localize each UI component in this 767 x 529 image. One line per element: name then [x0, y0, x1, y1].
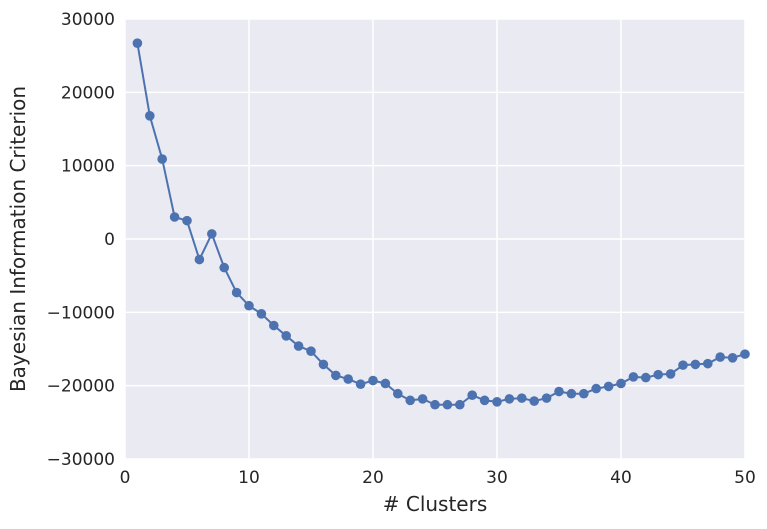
data-point — [554, 386, 564, 397]
data-point — [566, 388, 577, 399]
data-point — [157, 154, 167, 164]
x-tick-label: 50 — [734, 468, 756, 488]
data-point — [455, 399, 465, 410]
y-tick-label: −30000 — [47, 450, 115, 470]
data-point — [628, 372, 639, 382]
data-point — [715, 352, 725, 362]
data-point — [417, 394, 428, 404]
y-axis-label: Bayesian Information Criterion — [6, 86, 30, 392]
data-point — [132, 38, 143, 48]
x-tick-label: 20 — [362, 468, 384, 488]
data-point — [182, 215, 192, 226]
series-layer — [132, 38, 750, 410]
tick-labels: 0 10 20 30 40 50 −30000 −20000 −10000 0 10000 20000… — [47, 10, 756, 488]
data-point — [591, 383, 601, 394]
data-point — [306, 346, 316, 357]
data-point — [368, 375, 378, 386]
x-tick-label: 10 — [238, 468, 260, 488]
y-tick-label: −20000 — [47, 377, 115, 397]
data-point — [504, 394, 515, 404]
data-point — [665, 369, 676, 379]
data-point — [393, 388, 403, 399]
data-point — [380, 378, 391, 389]
data-point — [529, 396, 539, 406]
data-point — [343, 374, 354, 384]
data-point — [492, 397, 502, 407]
data-point — [194, 254, 205, 265]
data-point — [703, 358, 713, 369]
y-tick-label: −10000 — [47, 303, 115, 323]
data-point — [256, 309, 267, 319]
x-axis-label: # Clusters — [383, 492, 488, 516]
data-point — [244, 300, 254, 311]
data-point — [541, 393, 552, 403]
data-point — [355, 379, 366, 390]
data-point — [231, 287, 242, 298]
y-tick-label: 20000 — [61, 83, 115, 103]
data-point — [269, 320, 279, 331]
data-point — [145, 111, 155, 121]
data-point — [318, 359, 329, 370]
data-point — [430, 399, 440, 410]
y-tick-label: 30000 — [61, 10, 115, 30]
data-point — [678, 360, 688, 370]
data-point — [442, 399, 453, 410]
data-point — [603, 381, 614, 392]
x-tick-label: 40 — [610, 468, 632, 488]
data-point — [616, 378, 626, 389]
data-point — [219, 262, 229, 273]
y-tick-label: 10000 — [61, 157, 115, 177]
data-point — [281, 331, 292, 341]
data-point — [579, 388, 589, 399]
y-tick-label: 0 — [104, 230, 115, 250]
data-point — [641, 372, 651, 383]
data-point — [653, 369, 663, 380]
data-point — [207, 229, 217, 239]
grid-lines — [124, 18, 746, 460]
data-point — [169, 212, 180, 222]
data-point — [479, 395, 490, 406]
data-point — [293, 341, 304, 351]
data-point — [331, 370, 341, 381]
data-point — [740, 349, 750, 359]
data-point — [517, 393, 527, 403]
data-point — [727, 353, 738, 363]
data-point — [690, 359, 701, 370]
x-tick-label: 0 — [120, 468, 131, 488]
data-point — [467, 390, 478, 401]
x-tick-label: 30 — [486, 468, 508, 488]
data-point — [405, 395, 416, 406]
